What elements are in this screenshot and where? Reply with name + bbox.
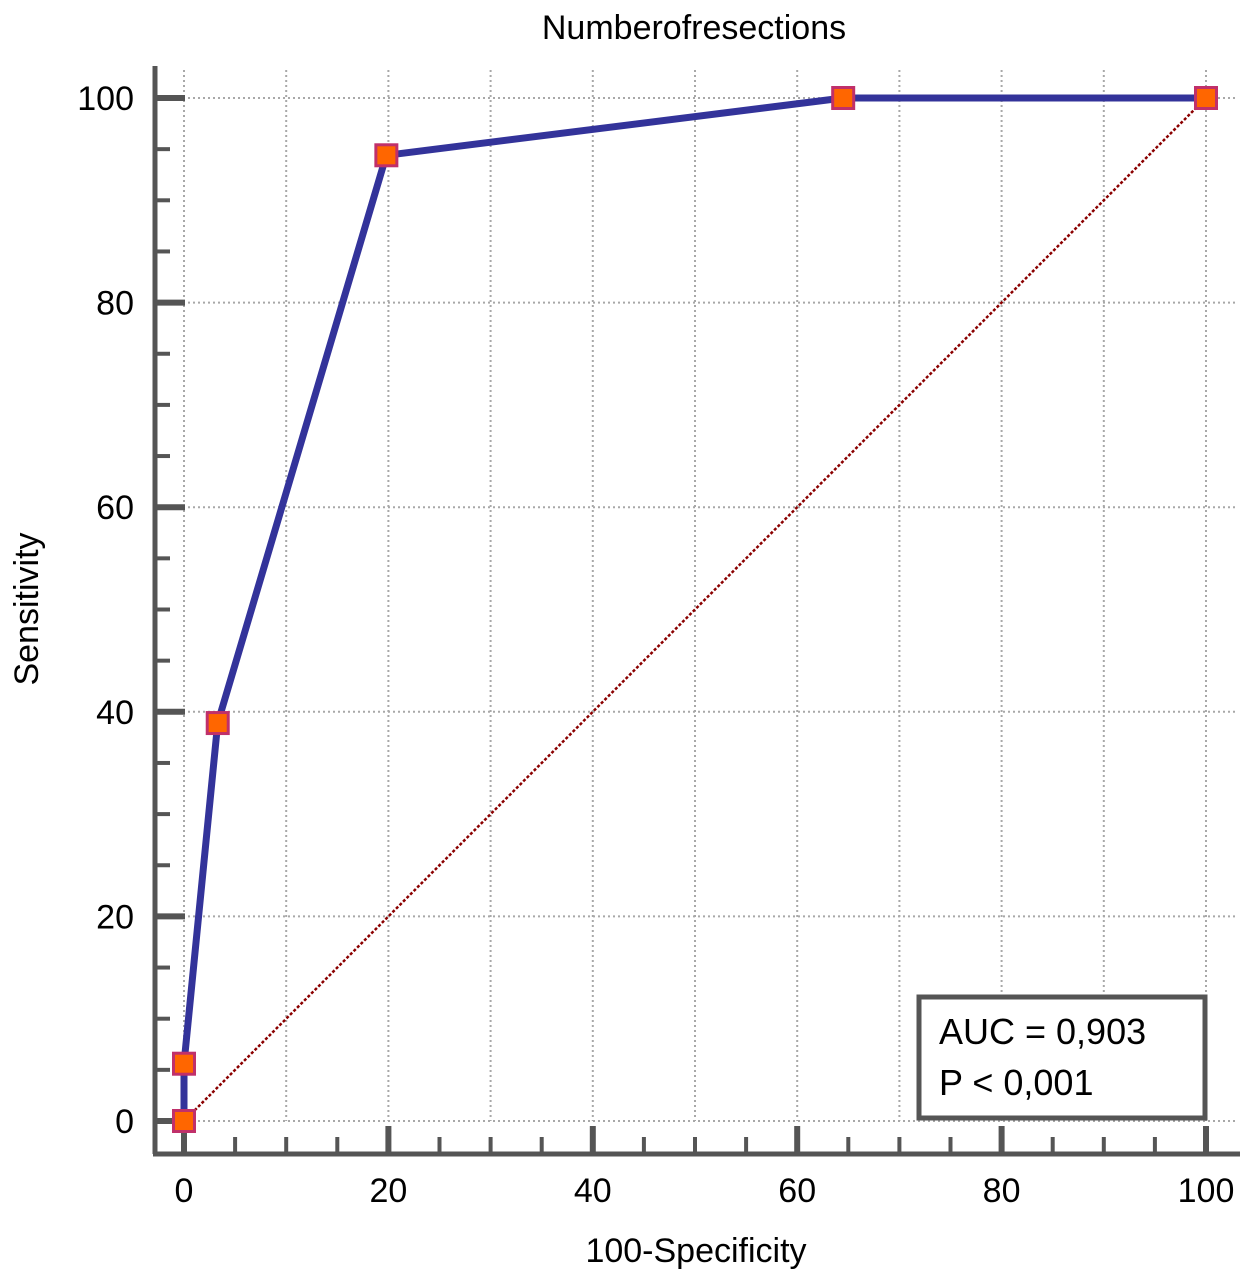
- data-point: [205, 711, 230, 736]
- data-point: [374, 143, 399, 168]
- y-axis-ticks: 0 20 40 60 80 100: [77, 80, 185, 1141]
- x-axis-ticks: 0 20 40 60 80 100: [175, 1126, 1235, 1210]
- x-tick-label: 80: [983, 1172, 1021, 1210]
- data-point: [172, 1109, 196, 1133]
- x-tick-label: 40: [574, 1172, 612, 1210]
- x-tick-label: 60: [778, 1172, 816, 1210]
- x-tick-label: 0: [175, 1172, 194, 1210]
- y-tick-label: 20: [96, 898, 134, 936]
- data-point: [172, 1051, 196, 1076]
- reference-line: [183, 97, 1207, 1122]
- x-axis-label: 100-Specificity: [585, 1232, 806, 1270]
- y-tick-label: 60: [96, 489, 134, 527]
- annotation-auc: AUC = 0,903: [939, 1011, 1146, 1052]
- data-point: [1194, 86, 1218, 110]
- x-tick-label: 20: [369, 1172, 407, 1210]
- x-tick-label: 100: [1178, 1172, 1235, 1210]
- y-tick-label: 100: [77, 80, 134, 118]
- y-tick-label: 40: [96, 694, 134, 732]
- annotation-p: P < 0,001: [939, 1062, 1093, 1103]
- chart-title: Numberofresections: [542, 9, 846, 47]
- axes: [152, 66, 1240, 1157]
- annotation-frame: [916, 994, 1208, 1121]
- reference-diagonal: [183, 97, 1207, 1122]
- annotation-box: AUC = 0,903 P < 0,001: [916, 994, 1208, 1121]
- y-tick-label: 0: [115, 1103, 134, 1141]
- y-tick-label: 80: [96, 285, 134, 323]
- data-point: [831, 86, 856, 110]
- y-axis-label: Sensitivity: [8, 532, 46, 685]
- grid: [158, 70, 1238, 1122]
- roc-markers: [172, 86, 1218, 1133]
